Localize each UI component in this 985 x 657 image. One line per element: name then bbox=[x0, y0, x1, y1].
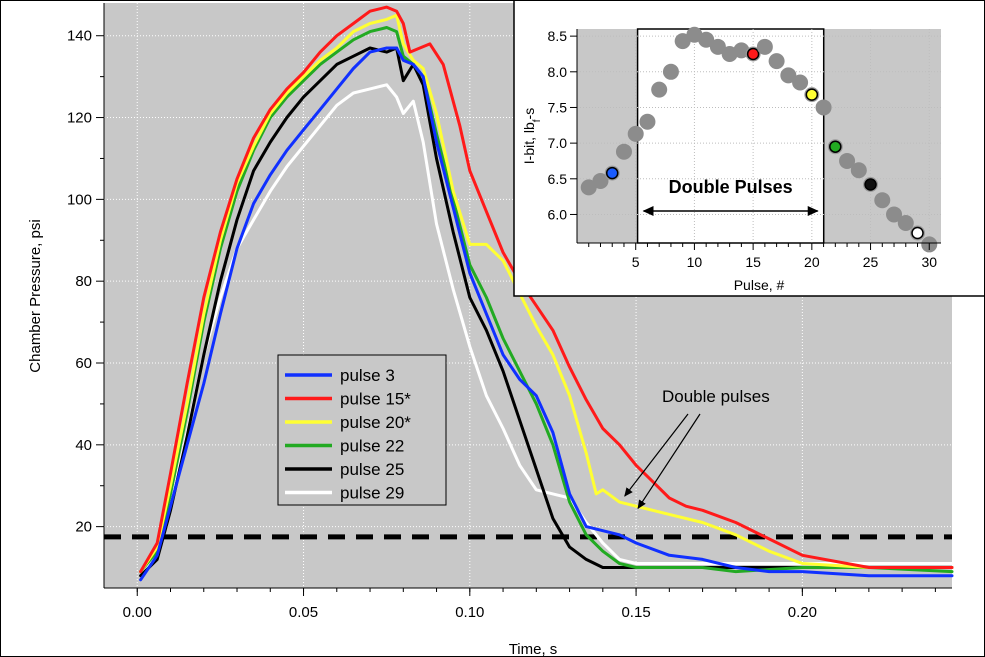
inset-point-26 bbox=[874, 192, 891, 209]
inset-x-tick-label: 15 bbox=[745, 254, 761, 270]
inset-y-axis-title: I-bit, lbf-s bbox=[521, 108, 543, 164]
inset-x-tick-label: 25 bbox=[863, 254, 879, 270]
inset-point-23 bbox=[839, 152, 856, 169]
legend: pulse 3 pulse 15* pulse 20* pulse 22 pulse 2… bbox=[277, 354, 447, 506]
inset-point-highlight-3 bbox=[605, 166, 619, 180]
legend-label-5: pulse 29 bbox=[340, 484, 404, 503]
inset-point-5 bbox=[627, 125, 644, 142]
inset-y-tick-label: 6.5 bbox=[548, 171, 568, 187]
inset-point-11 bbox=[698, 31, 715, 48]
inset-y-tick-label: 8.5 bbox=[548, 28, 568, 44]
legend-label-3: pulse 22 bbox=[340, 437, 404, 456]
inset-point-highlight-15 bbox=[746, 47, 760, 61]
inset-point-4 bbox=[615, 143, 632, 160]
inset-point-12 bbox=[709, 38, 726, 55]
inset-y-title-sub: f bbox=[532, 119, 543, 122]
inset-point-9 bbox=[674, 33, 691, 50]
y-tick-label: 120 bbox=[67, 110, 92, 127]
legend-label-2: pulse 20* bbox=[340, 413, 411, 432]
x-tick-label: 0.05 bbox=[289, 604, 318, 621]
annotation-text: Double pulses bbox=[662, 387, 770, 406]
inset-y-tick-label: 7.0 bbox=[548, 135, 568, 151]
x-tick-label: 0.10 bbox=[455, 604, 484, 621]
inset-point-21 bbox=[815, 99, 832, 116]
x-axis-title: Time, s bbox=[509, 641, 558, 657]
x-tick-label: 0.15 bbox=[621, 604, 650, 621]
inset-point-2 bbox=[592, 172, 609, 189]
inset-point-24 bbox=[850, 162, 867, 179]
inset-point-19 bbox=[792, 74, 809, 91]
main-axes: 20 40 60 80 100 120 140 0.00 0.05 0.10 0.15 0.20 Tim… bbox=[27, 3, 952, 657]
legend-label-0: pulse 3 bbox=[340, 366, 395, 385]
inset-y-tick-label: 6.0 bbox=[548, 206, 568, 222]
y-axis-title: Chamber Pressure, psi bbox=[27, 219, 44, 372]
inset-point-highlight-22 bbox=[829, 140, 842, 153]
inset-point-highlight-20 bbox=[805, 88, 819, 101]
series-line-0 bbox=[139, 46, 954, 582]
double-pulses-label: Double Pulses bbox=[669, 177, 793, 197]
inset-point-27 bbox=[886, 206, 903, 223]
inset-point-highlight-29 bbox=[911, 226, 924, 240]
annotation-arrow-1 bbox=[624, 413, 689, 497]
y-tick-label: 80 bbox=[75, 273, 92, 290]
y-tick-label: 140 bbox=[67, 28, 92, 45]
legend-label-1: pulse 15* bbox=[340, 390, 411, 409]
double-pulses-annotation: Double pulses bbox=[624, 387, 770, 510]
inset-point-16 bbox=[756, 38, 773, 55]
inset-x-tick-label: 10 bbox=[687, 254, 703, 270]
inset-x-tick-label: 30 bbox=[921, 254, 937, 270]
inset-point-6 bbox=[639, 113, 656, 130]
inset-y-title-end: -s bbox=[521, 108, 537, 120]
inset-y-tick-label: 8.0 bbox=[548, 64, 568, 80]
inset-y-title-main: I-bit, lb bbox=[521, 122, 537, 164]
x-tick-label: 0.20 bbox=[788, 604, 817, 621]
inset-point-1 bbox=[580, 179, 597, 196]
series-line-2 bbox=[139, 13, 954, 574]
inset-point-14 bbox=[733, 42, 750, 59]
inset-y-tick-label: 7.5 bbox=[548, 99, 568, 115]
series-line-5 bbox=[139, 83, 954, 578]
x-tick-label: 0.00 bbox=[123, 604, 152, 621]
inset-point-18 bbox=[780, 67, 797, 84]
y-tick-label: 40 bbox=[75, 437, 92, 454]
y-tick-label: 100 bbox=[67, 191, 92, 208]
inset-x-tick-label: 5 bbox=[632, 254, 640, 270]
y-tick-label: 60 bbox=[75, 355, 92, 372]
inset-point-8 bbox=[662, 63, 679, 80]
inset-x-tick-label: 20 bbox=[804, 254, 820, 270]
inset-x-axis-title: Pulse, # bbox=[734, 277, 785, 293]
inset-point-28 bbox=[897, 215, 914, 232]
series-line-1 bbox=[139, 5, 954, 574]
inset-point-7 bbox=[651, 81, 668, 98]
inset-point-highlight-25 bbox=[864, 178, 877, 191]
y-tick-label: 20 bbox=[75, 519, 92, 536]
legend-box bbox=[277, 354, 447, 506]
inset-point-17 bbox=[768, 53, 785, 70]
annotation-arrow-0 bbox=[637, 413, 701, 510]
legend-label-4: pulse 25 bbox=[340, 460, 404, 479]
inset-chart: Double Pulses 6.0 6.5 7.0 7.5 8.0 8.5 5 10 15 20 25… bbox=[513, 0, 985, 297]
